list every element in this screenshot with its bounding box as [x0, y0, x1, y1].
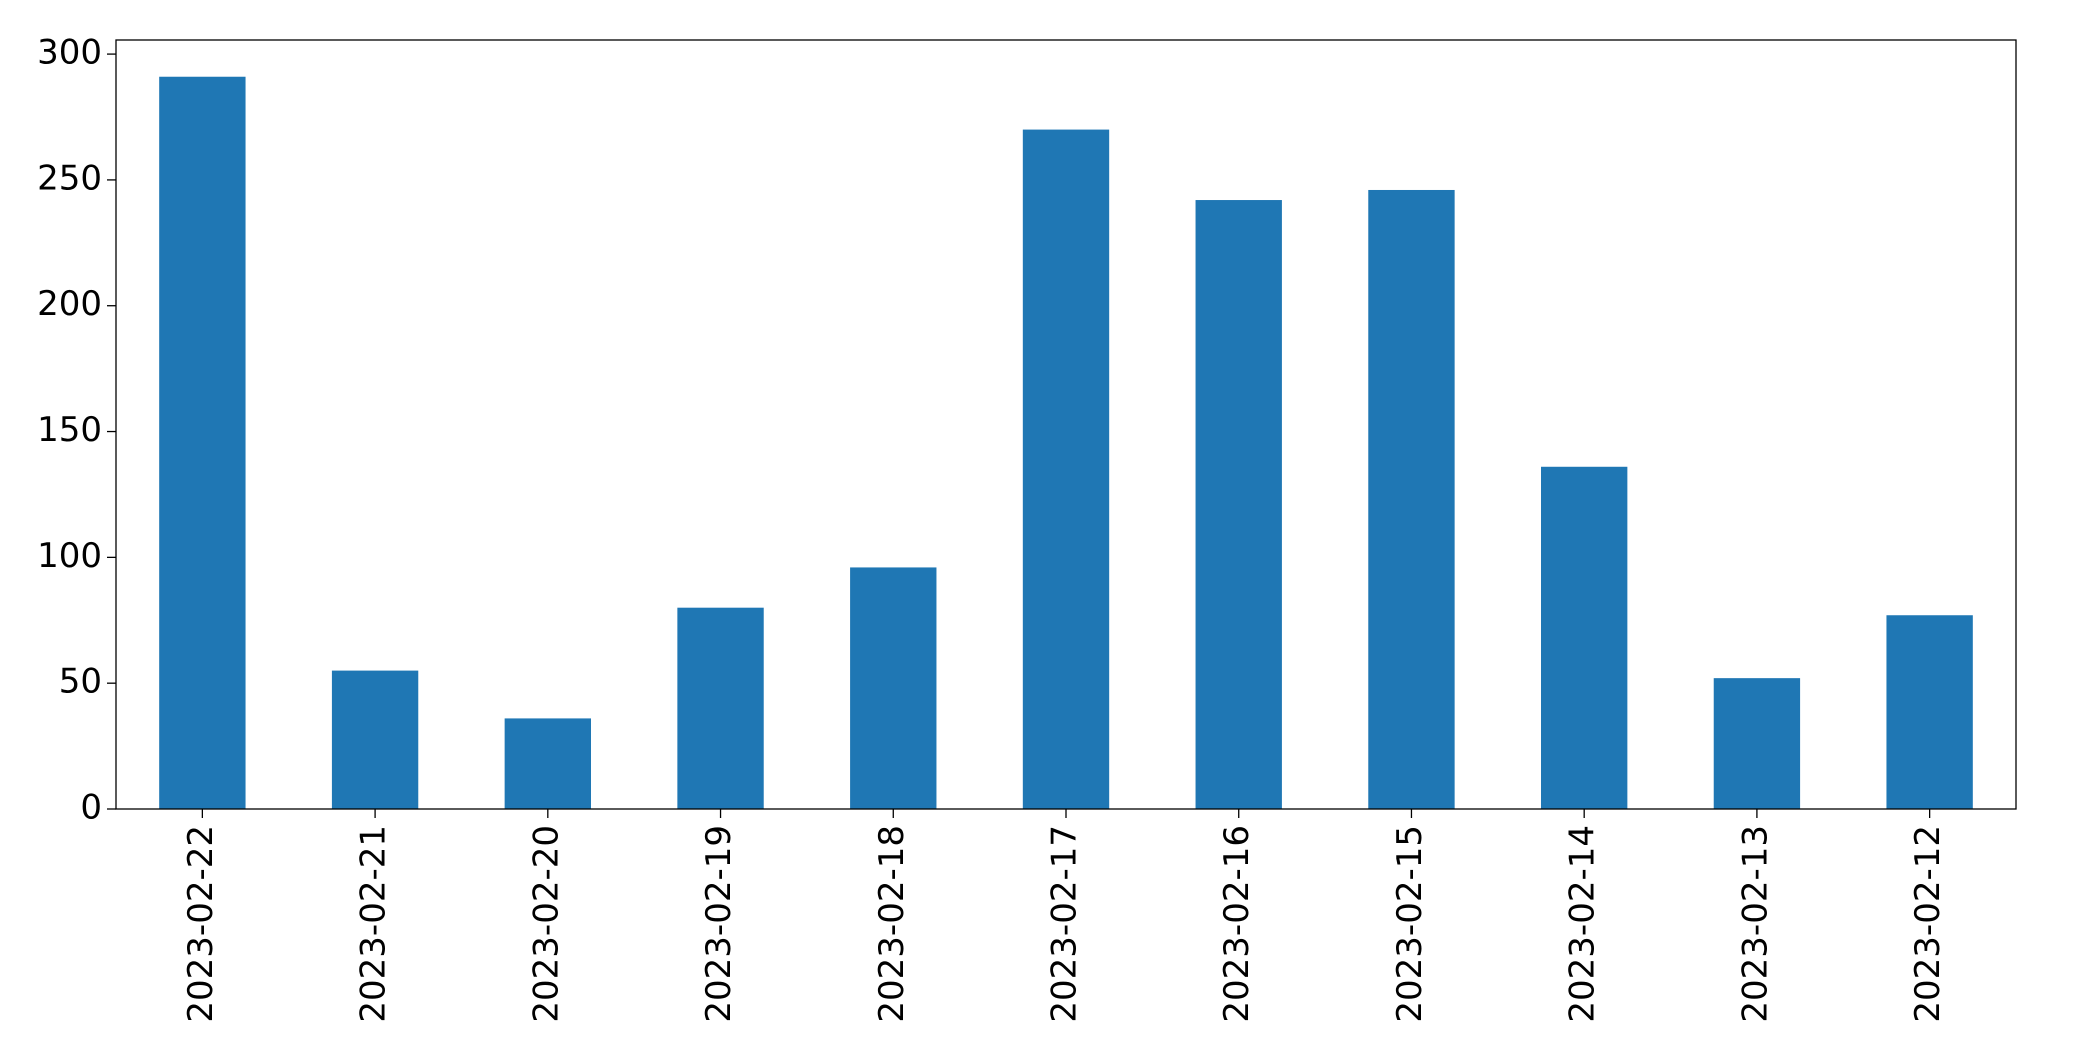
y-tick-label: 250: [37, 158, 102, 198]
x-tick-label: 2023-02-14: [1563, 825, 1603, 1023]
x-tick-label: 2023-02-16: [1217, 825, 1257, 1023]
y-tick-label: 0: [80, 788, 102, 828]
bar: [331, 670, 419, 809]
bar: [159, 76, 246, 809]
bar: [1541, 466, 1628, 809]
x-tick-label: 2023-02-12: [1908, 825, 1948, 1023]
x-tick-label: 2023-02-15: [1390, 825, 1430, 1023]
bar: [504, 718, 591, 809]
y-tick-label: 200: [37, 284, 102, 324]
bar: [1886, 615, 1973, 809]
bar: [1713, 678, 1801, 809]
x-tick-label: 2023-02-13: [1735, 825, 1775, 1023]
x-tick-label: 2023-02-18: [872, 825, 912, 1023]
y-tick-label: 150: [37, 410, 102, 450]
bar: [677, 607, 764, 809]
bar: [850, 567, 937, 809]
x-tick-label: 2023-02-20: [526, 825, 566, 1023]
x-tick-label: 2023-02-22: [181, 825, 221, 1023]
x-tick-label: 2023-02-21: [354, 825, 394, 1023]
bar: [1368, 189, 1455, 810]
bar: [1195, 200, 1282, 809]
y-tick-label: 50: [59, 662, 102, 702]
y-tick-label: 100: [37, 536, 102, 576]
bar: [1022, 129, 1110, 809]
x-tick-label: 2023-02-19: [699, 825, 739, 1023]
y-tick-label: 300: [37, 33, 102, 73]
x-tick-label: 2023-02-17: [1045, 825, 1085, 1023]
